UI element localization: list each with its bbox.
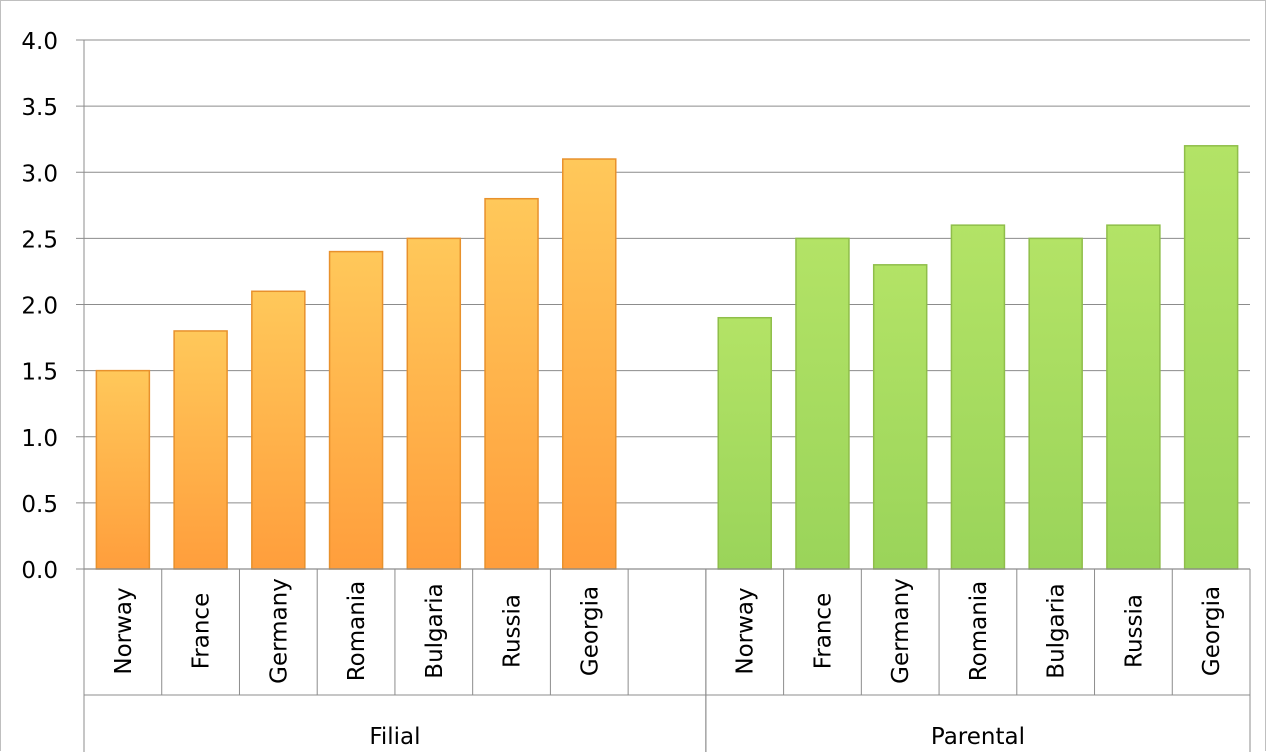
x-category-label: Georgia [577,586,603,676]
bars [95,145,1239,570]
bar-filial-norway [95,369,151,570]
bar-parental-germany [872,264,928,570]
x-category-label: Georgia [1199,586,1225,676]
x-group-label: Filial [369,724,420,750]
x-category-label: Bulgaria [422,583,448,678]
y-axis: 0.0 0.5 1.0 1.5 2.0 2.5 3.0 3.5 4.0 [21,29,85,752]
bar-filial-germany [251,290,306,570]
x-category-label: Germany [266,578,292,684]
bar-filial-france [173,330,228,570]
bar-parental-france [795,237,850,570]
x-category-label: Norway [111,587,137,674]
y-tick-label: 2.5 [21,227,58,253]
x-category-label: Romania [344,581,370,682]
y-tick-label: 2.0 [21,294,58,320]
y-tick-label: 3.0 [21,161,58,187]
x-category-label: Russia [500,594,526,668]
y-tick-label: 4.0 [21,29,58,55]
x-group-label: Parental [931,724,1025,750]
bar-parental-romania [950,224,1006,570]
y-tick-label: 0.0 [21,558,58,584]
x-category-label: France [810,593,836,669]
y-tick-label: 1.0 [21,426,58,452]
x-category-label: Russia [1121,594,1147,668]
x-category-label: Norway [733,587,759,674]
bar-parental-russia [1106,224,1161,570]
y-tick-label: 3.5 [21,95,58,121]
bar-filial-bulgaria [406,237,462,570]
x-category-label: France [189,593,215,669]
bar-filial-russia [484,197,539,570]
bar-filial-georgia [562,158,617,570]
x-category-label: Bulgaria [1044,583,1070,678]
x-category-label: Romania [966,581,992,682]
y-tick-label: 0.5 [21,492,58,518]
bar-filial-romania [328,250,384,570]
x-category-label: Germany [888,578,914,684]
bar-parental-georgia [1183,145,1239,570]
bar-parental-bulgaria [1028,237,1083,570]
bar-parental-norway [717,316,772,570]
y-tick-label: 1.5 [21,360,58,386]
x-axis: Norway France Germany Romania Bulgaria Russia… [83,568,1251,752]
